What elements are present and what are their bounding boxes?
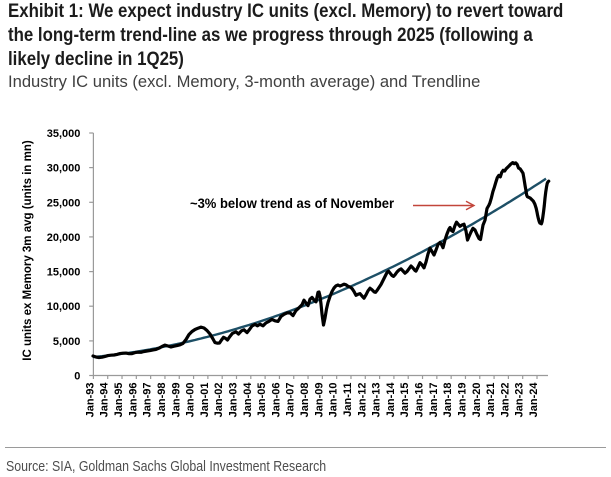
svg-text:Jan-05: Jan-05 (256, 383, 268, 418)
svg-text:Jan-93: Jan-93 (84, 383, 96, 418)
svg-text:Jan-21: Jan-21 (485, 382, 497, 417)
svg-text:~3% below trend as of November: ~3% below trend as of November (190, 196, 395, 212)
svg-text:Jan-15: Jan-15 (399, 383, 411, 418)
svg-text:Jan-23: Jan-23 (514, 383, 526, 418)
svg-text:Jan-00: Jan-00 (185, 383, 197, 418)
svg-text:Jan-06: Jan-06 (270, 383, 282, 418)
svg-text:Jan-22: Jan-22 (499, 383, 511, 418)
svg-text:35,000: 35,000 (47, 128, 81, 140)
svg-text:IC units ex Memory 3m avg (uni: IC units ex Memory 3m avg (units in mn) (22, 140, 34, 361)
svg-text:Jan-24: Jan-24 (528, 382, 540, 418)
svg-text:Jan-04: Jan-04 (242, 382, 254, 418)
svg-text:Jan-11: Jan-11 (342, 383, 354, 417)
svg-text:Jan-18: Jan-18 (442, 383, 454, 418)
svg-text:15,000: 15,000 (47, 267, 81, 279)
svg-text:Jan-13: Jan-13 (371, 383, 383, 418)
svg-text:Jan-07: Jan-07 (285, 383, 297, 418)
svg-text:10,000: 10,000 (47, 301, 81, 313)
svg-text:Jan-95: Jan-95 (113, 383, 125, 418)
svg-text:0: 0 (74, 371, 80, 383)
svg-text:Jan-02: Jan-02 (213, 383, 225, 418)
svg-text:Jan-09: Jan-09 (313, 383, 325, 418)
svg-text:Jan-08: Jan-08 (299, 383, 311, 418)
svg-text:Jan-19: Jan-19 (456, 383, 468, 418)
svg-text:Jan-01: Jan-01 (199, 383, 211, 418)
svg-text:Jan-20: Jan-20 (471, 383, 483, 418)
svg-text:Jan-97: Jan-97 (142, 383, 154, 418)
svg-text:Jan-98: Jan-98 (156, 383, 168, 418)
svg-text:Jan-10: Jan-10 (328, 383, 340, 418)
svg-text:20,000: 20,000 (47, 232, 81, 244)
svg-text:Jan-96: Jan-96 (127, 383, 139, 418)
svg-text:Jan-99: Jan-99 (170, 383, 182, 418)
svg-text:Jan-16: Jan-16 (414, 383, 426, 418)
svg-text:Jan-14: Jan-14 (385, 382, 397, 418)
svg-text:25,000: 25,000 (47, 197, 81, 209)
svg-text:Jan-03: Jan-03 (228, 383, 240, 418)
svg-text:Jan-94: Jan-94 (99, 382, 111, 418)
svg-text:5,000: 5,000 (53, 336, 81, 348)
svg-text:Jan-17: Jan-17 (428, 383, 440, 418)
svg-text:30,000: 30,000 (47, 163, 81, 175)
svg-text:Jan-12: Jan-12 (356, 383, 368, 418)
